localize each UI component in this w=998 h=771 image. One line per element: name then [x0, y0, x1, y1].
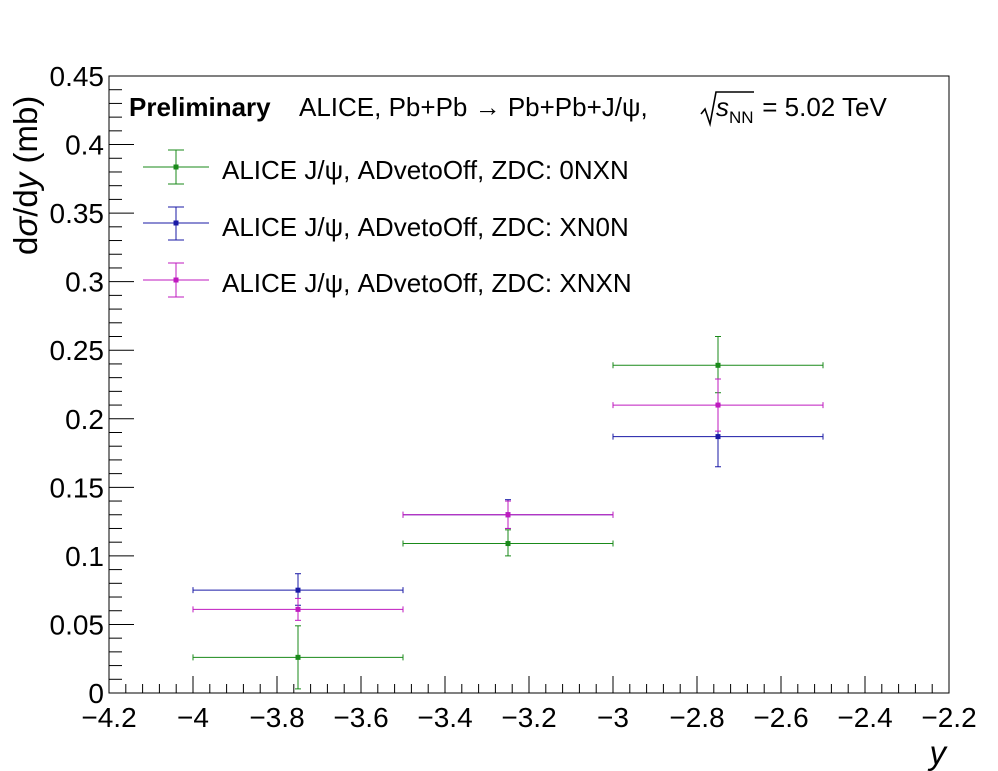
y-axis-title-slash-d: /d [7, 189, 44, 217]
experiment-label: ALICE, Pb+Pb → Pb+Pb+J/ψ, [299, 92, 655, 122]
axis-ticks [108, 75, 950, 694]
legend-entry-xn0n: ALICE J/ψ, ADvetoOff, ZDC: XN0N [143, 206, 629, 242]
x-tick-label: −3.8 [249, 702, 304, 733]
energy-label: = 5.02 TeV [755, 92, 887, 122]
point-marker [295, 654, 301, 660]
data-point [402, 529, 614, 557]
point-marker [715, 434, 721, 440]
header-label: Preliminary ALICE, Pb+Pb → Pb+Pb+J/ψ, √ … [129, 91, 887, 128]
x-tick-label: −3.2 [501, 702, 556, 733]
y-tick-label: 0.1 [65, 541, 104, 572]
x-tick-label: −4.2 [81, 702, 136, 733]
y-axis-title-y: y [7, 170, 44, 191]
legend-label-xnxn: ALICE J/ψ, ADvetoOff, ZDC: XNXN [222, 268, 632, 298]
y-tick-label: 0.2 [65, 404, 104, 435]
data-point [402, 500, 614, 529]
series-2 [192, 378, 824, 621]
x-tick-label: −3.6 [333, 702, 388, 733]
data-point [192, 625, 404, 690]
y-axis-title-sigma: σ [7, 216, 44, 237]
legend: ALICE J/ψ, ADvetoOff, ZDC: 0NXN ALICE J/… [143, 149, 632, 298]
y-axis-title: dσ/dy (mb) [7, 96, 44, 255]
legend-marker-xn0n [173, 220, 179, 226]
data-point [612, 378, 824, 432]
y-tick-label: 0.25 [50, 335, 105, 366]
x-tick-label: −2.8 [669, 702, 724, 733]
point-marker [295, 606, 301, 612]
y-tick-labels: 0 0.05 0.1 0.15 0.2 0.25 0.3 0.35 0.4 0.45 [50, 61, 105, 709]
legend-marker-0nxn [173, 164, 179, 170]
y-axis-title-d: d [7, 237, 44, 255]
x-tick-label: −3 [597, 702, 629, 733]
x-tick-label: −2.2 [921, 702, 976, 733]
legend-marker-xnxn [173, 277, 179, 283]
point-marker [715, 362, 721, 368]
data-point [192, 597, 404, 621]
x-axis-title: y [928, 734, 949, 771]
preliminary-label: Preliminary [129, 92, 271, 122]
s-symbol: s [716, 92, 729, 122]
x-tick-labels: −4.2 −4 −3.8 −3.6 −3.4 −3.2 −3 −2.8 −2.6 −2.4 −2.2 [81, 702, 976, 733]
legend-label-xn0n: ALICE J/ψ, ADvetoOff, ZDC: XN0N [222, 212, 629, 242]
y-tick-label: 0.3 [65, 267, 104, 298]
x-tick-label: −4 [177, 702, 209, 733]
sqrt-sign [700, 91, 754, 128]
y-axis-title-unit: (mb) [7, 96, 44, 173]
data-points [192, 336, 824, 690]
x-tick-label: −2.6 [753, 702, 808, 733]
point-marker [295, 587, 301, 593]
point-marker [505, 541, 511, 547]
y-tick-label: 0.35 [50, 198, 105, 229]
y-tick-label: 0.05 [50, 609, 105, 640]
point-marker [715, 402, 721, 408]
y-tick-label: 0.45 [50, 61, 105, 92]
point-marker [505, 512, 511, 518]
legend-label-0nxn: ALICE J/ψ, ADvetoOff, ZDC: 0NXN [222, 155, 629, 185]
legend-entry-0nxn: ALICE J/ψ, ADvetoOff, ZDC: 0NXN [143, 149, 629, 185]
x-tick-label: −3.4 [417, 702, 472, 733]
y-tick-label: 0.4 [65, 130, 104, 161]
legend-entry-xnxn: ALICE J/ψ, ADvetoOff, ZDC: XNXN [143, 262, 632, 298]
y-tick-label: 0 [88, 678, 104, 709]
y-tick-label: 0.15 [50, 472, 105, 503]
x-tick-label: −2.4 [837, 702, 892, 733]
nn-subscript: NN [729, 108, 754, 127]
